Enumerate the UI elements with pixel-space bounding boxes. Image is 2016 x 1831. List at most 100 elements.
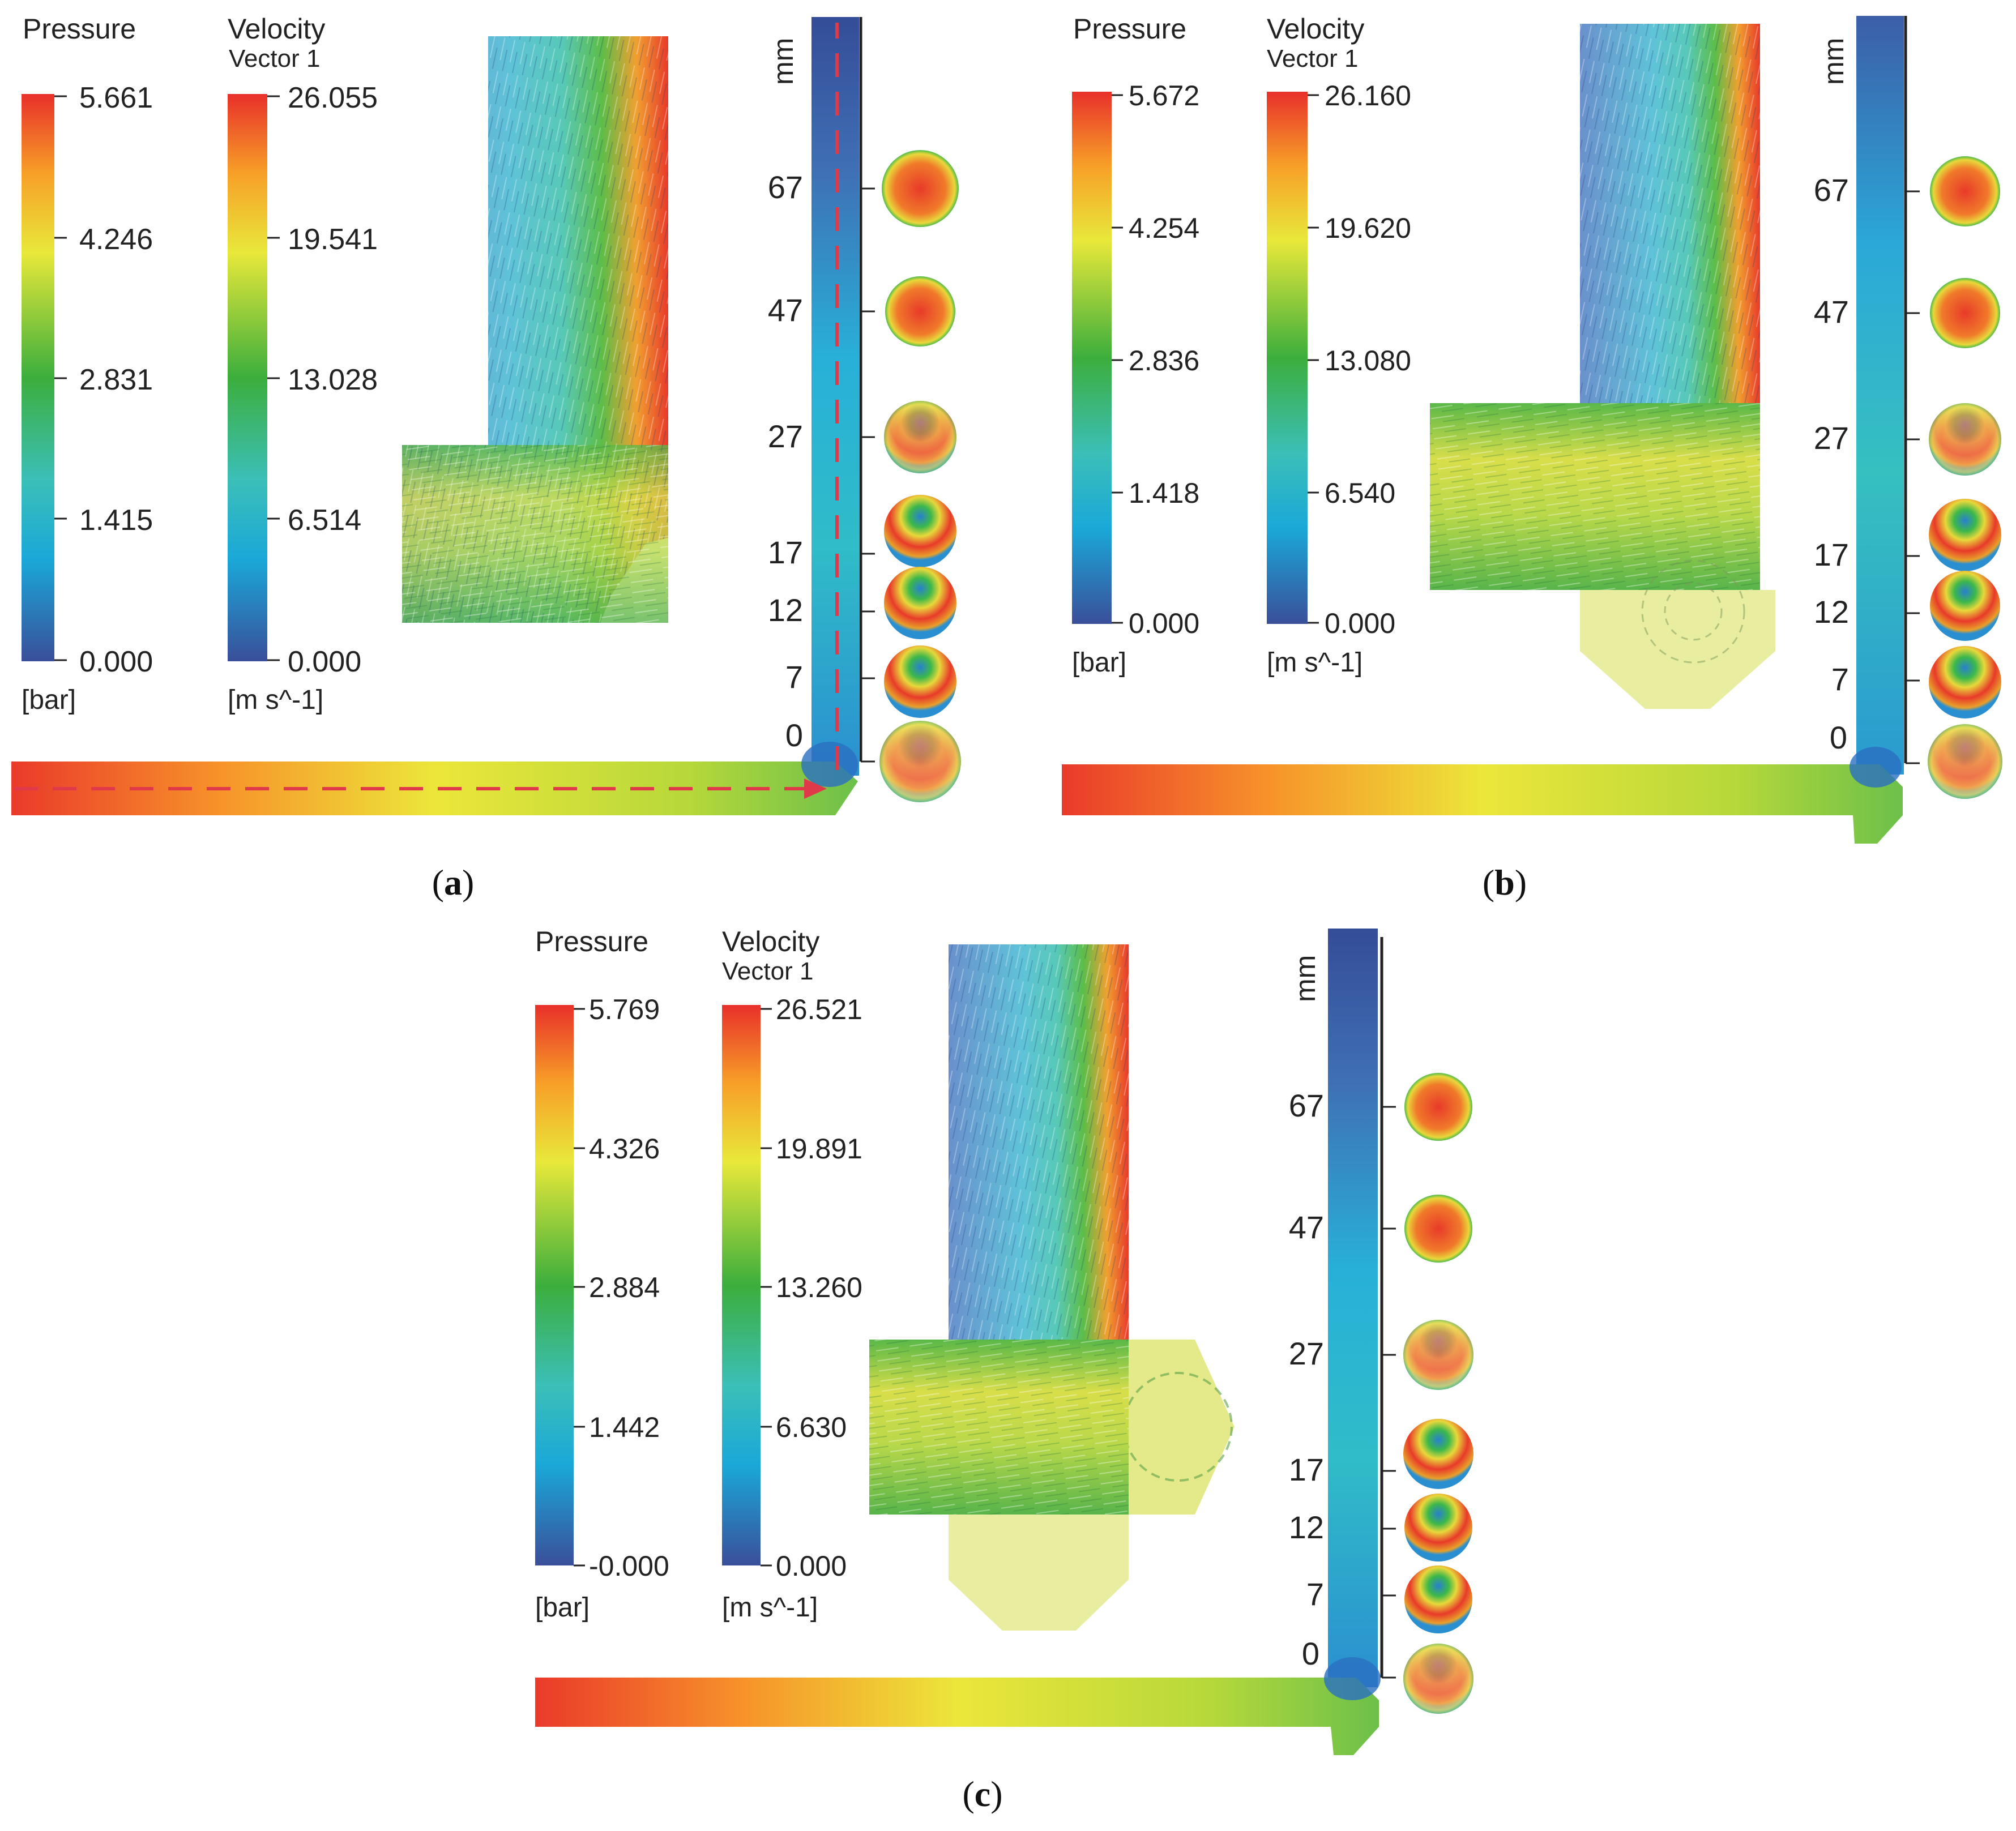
axis-tick-label: 12 — [768, 592, 803, 628]
velocity-tick-label: 6.540 — [1325, 477, 1395, 509]
velocity-tick-label: 26.055 — [288, 82, 378, 114]
axis-ticks — [861, 187, 875, 763]
axis-tick-label: 27 — [1289, 1336, 1324, 1371]
pressure-tick-label: 2.831 — [79, 363, 153, 396]
cross-section-slices — [1403, 1073, 1473, 1714]
pressure-unit: [bar] — [1072, 648, 1126, 678]
axis-tick-label: 12 — [1814, 594, 1849, 630]
axis-tick-label: 0 — [1830, 720, 1847, 755]
axis-unit: mm — [1818, 38, 1850, 85]
axis-ticks — [1382, 1106, 1396, 1679]
pressure-tick-label: 1.415 — [79, 504, 153, 537]
velocity-ticks — [761, 1008, 772, 1567]
pressure-tick-label: 2.884 — [589, 1272, 660, 1303]
velocity-tick-label: 19.891 — [776, 1133, 862, 1165]
velocity-legend-title: Velocity — [1267, 13, 1364, 45]
axis-tick-label: 7 — [1831, 661, 1849, 697]
flow-direction-arrows — [14, 23, 839, 799]
cross-section-slices — [1928, 156, 2002, 799]
pressure-tick-label: 5.672 — [1129, 80, 1199, 112]
panel-caption: (b) — [1483, 862, 1527, 902]
axis-tick-label: 0 — [785, 717, 803, 753]
pressure-tick-label: 1.442 — [589, 1411, 660, 1443]
axis-tick-label: 17 — [1814, 537, 1849, 572]
velocity-vector-field — [869, 944, 1235, 1631]
pressure-colorbar — [535, 1005, 574, 1565]
velocity-tick-label: 6.630 — [776, 1411, 847, 1443]
axis-tick-label: 47 — [1814, 294, 1849, 330]
pressure-tick-label: 0.000 — [1129, 608, 1199, 639]
velocity-unit: [m s^-1] — [722, 1593, 818, 1623]
pressure-tick-label: 4.254 — [1129, 212, 1199, 244]
axis-tick-label: 7 — [1306, 1576, 1324, 1612]
panel-caption: (c) — [962, 1774, 1002, 1814]
pressure-unit: [bar] — [535, 1593, 590, 1623]
pressure-tick-label: 0.000 — [79, 645, 153, 678]
outlet-tube — [1328, 929, 1378, 1687]
pressure-tick-label: 4.246 — [79, 223, 153, 256]
pressure-tick-label: 4.326 — [589, 1133, 660, 1165]
inlet-pipe — [11, 762, 858, 815]
axis-tick-label: 67 — [1289, 1088, 1324, 1123]
pressure-unit: [bar] — [22, 685, 76, 715]
velocity-tick-label: 0.000 — [288, 645, 361, 678]
junction-vortex — [1324, 1657, 1381, 1700]
pressure-legend-title: Pressure — [23, 13, 136, 45]
velocity-tick-label: 13.080 — [1325, 345, 1411, 377]
pressure-legend-title: Pressure — [535, 926, 648, 957]
pressure-colorbar — [22, 94, 54, 661]
inlet-pipe — [535, 1678, 1379, 1755]
axis-tick-label: 0 — [1302, 1636, 1319, 1671]
pressure-tick-label: 2.836 — [1129, 345, 1199, 377]
velocity-ticks — [267, 95, 280, 661]
axis-tick-label: 27 — [768, 418, 803, 454]
cross-section-slices — [879, 150, 961, 802]
velocity-legend-subtitle: Vector 1 — [229, 45, 320, 72]
axis-unit: mm — [1289, 955, 1321, 1002]
pressure-ticks — [54, 95, 67, 661]
axis-unit: mm — [767, 38, 799, 85]
velocity-legend-title: Velocity — [722, 926, 819, 957]
axis-tick-label: 17 — [1289, 1452, 1324, 1487]
axis-tick-label: 67 — [768, 169, 803, 205]
axis-tick-label: 27 — [1814, 420, 1849, 456]
velocity-colorbar — [228, 94, 267, 661]
axis-tick-label: 7 — [785, 659, 803, 695]
velocity-tick-label: 19.541 — [288, 223, 378, 256]
velocity-vector-field — [1430, 24, 1775, 709]
pressure-tick-label: 5.661 — [79, 82, 153, 114]
junction-vortex — [801, 742, 858, 787]
velocity-tick-label: 26.521 — [776, 994, 862, 1025]
axis-ticks — [1906, 190, 1920, 764]
velocity-unit: [m s^-1] — [1267, 648, 1362, 678]
panel-caption-letter: a — [444, 862, 462, 902]
axis-tick-label: 12 — [1289, 1509, 1324, 1545]
velocity-unit: [m s^-1] — [228, 685, 323, 715]
axis-tick-label: 67 — [1814, 172, 1849, 208]
velocity-legend-title: Velocity — [228, 13, 325, 45]
velocity-tick-label: 0.000 — [776, 1550, 847, 1582]
axis-tick-label: 47 — [768, 292, 803, 328]
pressure-tick-label: 5.769 — [589, 994, 660, 1025]
panel-caption-letter: c — [975, 1774, 990, 1814]
outlet-tube — [1856, 16, 1904, 775]
pressure-colorbar — [1072, 92, 1112, 624]
velocity-vector-field — [402, 36, 668, 623]
pressure-tick-label: 1.418 — [1129, 477, 1199, 509]
pressure-tick-label: -0.000 — [589, 1550, 669, 1582]
axis-tick-label: 47 — [1289, 1209, 1324, 1245]
pressure-ticks — [574, 1008, 585, 1567]
velocity-tick-label: 26.160 — [1325, 80, 1411, 112]
axis-tick-label: 17 — [768, 534, 803, 570]
pressure-legend-title: Pressure — [1073, 13, 1186, 45]
velocity-tick-label: 13.028 — [288, 363, 378, 396]
inlet-pipe — [1062, 764, 1903, 844]
velocity-tick-label: 0.000 — [1325, 608, 1395, 639]
velocity-colorbar — [1267, 92, 1308, 624]
velocity-tick-label: 13.260 — [776, 1272, 862, 1303]
pressure-ticks — [1112, 94, 1123, 624]
panel-c: Pressure Velocity Vector 1 5.769 4.326 2… — [535, 926, 1473, 1814]
panel-caption-letter: b — [1494, 862, 1515, 902]
panel-b: Pressure Velocity Vector 1 5.672 4.254 2… — [1062, 13, 2002, 902]
